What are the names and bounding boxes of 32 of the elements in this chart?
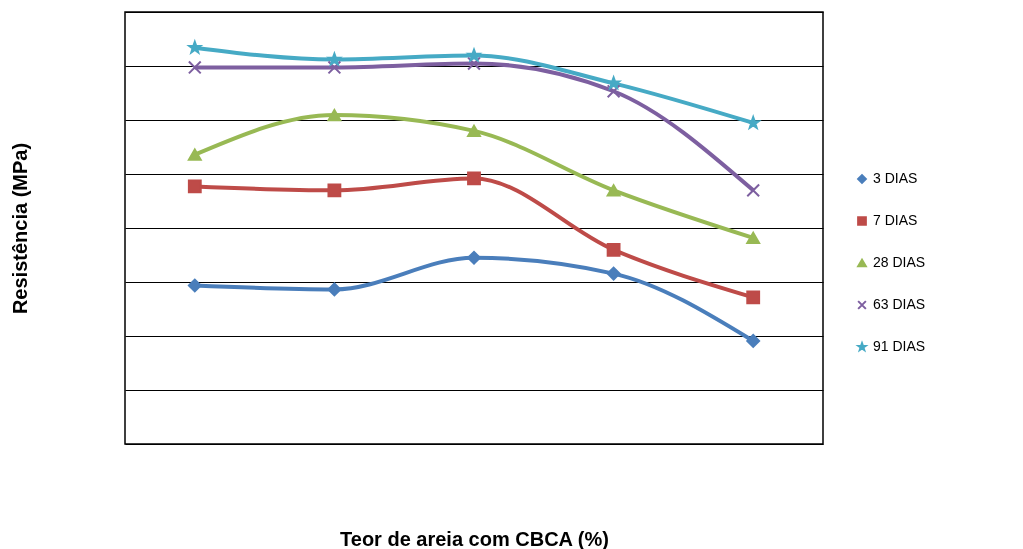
point xyxy=(327,60,342,75)
point xyxy=(606,84,621,99)
point xyxy=(188,40,202,54)
point xyxy=(467,124,481,138)
point xyxy=(327,108,342,122)
point xyxy=(606,76,621,90)
point xyxy=(467,48,481,62)
point xyxy=(467,171,481,186)
legend-label: 91 DIAS xyxy=(873,338,926,354)
point xyxy=(606,242,621,257)
point xyxy=(187,60,202,75)
point xyxy=(327,183,342,198)
point xyxy=(187,148,202,161)
point xyxy=(746,334,761,348)
x-axis-title: Teor de areia com CBCA (%) xyxy=(340,527,609,549)
point xyxy=(746,116,760,129)
point xyxy=(467,250,481,265)
legend-label: 3 DIAS xyxy=(873,170,918,186)
point xyxy=(187,278,202,293)
point xyxy=(467,56,481,71)
point xyxy=(746,183,761,198)
legend-label: 28 DIAS xyxy=(873,254,926,270)
point xyxy=(187,179,202,194)
legend-label: 7 DIAS xyxy=(873,212,918,228)
legend-label: 63 DIAS xyxy=(873,296,926,312)
point xyxy=(746,231,761,245)
point xyxy=(327,52,342,66)
point xyxy=(327,282,342,297)
y-axis-title: Resistência (MPa) xyxy=(8,142,31,315)
point xyxy=(606,184,621,197)
point xyxy=(606,266,621,281)
point xyxy=(746,290,761,305)
